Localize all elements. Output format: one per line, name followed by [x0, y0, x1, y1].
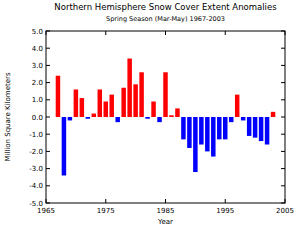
bar	[56, 76, 60, 117]
y-tick	[281, 31, 285, 32]
y-tick	[281, 168, 285, 169]
bar	[145, 117, 149, 119]
y-tick	[46, 168, 50, 169]
x-tick	[105, 199, 106, 203]
y-tick	[281, 203, 285, 204]
y-tick-label: -1.0	[29, 131, 43, 139]
bar	[175, 108, 179, 117]
bar	[86, 117, 90, 119]
bar	[259, 117, 263, 141]
x-tick	[46, 31, 47, 35]
x-tick	[225, 199, 226, 203]
bar	[115, 117, 119, 122]
x-tick-label: 1995	[216, 207, 234, 215]
y-axis-label: Million Square Kilometers	[4, 72, 12, 161]
bar	[80, 98, 84, 117]
bar	[98, 89, 102, 117]
bar	[109, 95, 113, 117]
bar	[199, 117, 203, 145]
y-tick	[46, 203, 50, 204]
bar	[139, 72, 143, 117]
bar	[68, 117, 72, 120]
y-tick	[281, 99, 285, 100]
bar	[104, 102, 108, 117]
bar	[133, 84, 137, 117]
title: Northern Hemisphere Snow Cover Extent An…	[54, 2, 277, 12]
y-tick	[281, 134, 285, 135]
y-tick-label: 1.0	[32, 96, 43, 104]
bar	[265, 117, 269, 145]
bar	[193, 117, 197, 172]
bar	[205, 117, 209, 151]
y-tick	[281, 151, 285, 152]
chart: Northern Hemisphere Snow Cover Extent An…	[0, 0, 300, 232]
x-tick	[285, 199, 286, 203]
bar	[163, 72, 167, 117]
y-tick	[46, 48, 50, 49]
bar	[62, 117, 66, 175]
x-tick	[285, 31, 286, 35]
x-tick	[165, 199, 166, 203]
y-tick	[281, 185, 285, 186]
bar	[121, 88, 125, 117]
bar	[217, 117, 221, 139]
bar	[223, 117, 227, 139]
y-tick	[281, 117, 285, 118]
x-axis-label: Year	[157, 218, 173, 226]
bar	[253, 117, 257, 138]
y-tick-label: -3.0	[29, 165, 43, 173]
y-tick-label: 3.0	[32, 62, 43, 70]
bar	[187, 117, 191, 148]
y-tick-label: -2.0	[29, 148, 43, 156]
bar	[181, 117, 185, 139]
y-tick	[46, 151, 50, 152]
y-tick-label: 2.0	[32, 79, 43, 87]
bar	[229, 117, 233, 122]
bar	[247, 117, 251, 136]
x-tick-label: 1985	[157, 207, 175, 215]
bar	[235, 95, 239, 117]
y-tick	[281, 48, 285, 49]
y-tick	[46, 99, 50, 100]
x-tick-label: 1965	[37, 207, 55, 215]
bar	[169, 115, 173, 117]
bar	[241, 117, 245, 120]
y-tick	[46, 185, 50, 186]
x-tick	[165, 31, 166, 35]
subtitle: Spring Season (Mar-May) 1967-2003	[106, 15, 225, 23]
bar	[151, 102, 155, 117]
y-tick-label: 5.0	[32, 28, 43, 36]
y-tick-label: 0.0	[32, 114, 43, 122]
y-tick	[281, 82, 285, 83]
x-tick	[225, 31, 226, 35]
y-tick	[46, 31, 50, 32]
bar	[271, 112, 275, 117]
bar	[157, 117, 161, 122]
y-tick	[46, 82, 50, 83]
y-tick	[46, 65, 50, 66]
y-tick-label: 4.0	[32, 45, 43, 53]
y-tick	[281, 65, 285, 66]
bars	[56, 59, 276, 176]
x-tick-label: 1975	[97, 207, 115, 215]
y-tick-label: -4.0	[29, 182, 43, 190]
x-tick-label: 2005	[276, 207, 294, 215]
bar	[127, 59, 131, 117]
x-tick	[105, 31, 106, 35]
y-tick	[46, 117, 50, 118]
y-tick	[46, 134, 50, 135]
plot-frame	[46, 31, 285, 203]
x-tick	[46, 199, 47, 203]
bar	[211, 117, 215, 157]
bar	[92, 114, 96, 117]
bar	[74, 89, 78, 117]
